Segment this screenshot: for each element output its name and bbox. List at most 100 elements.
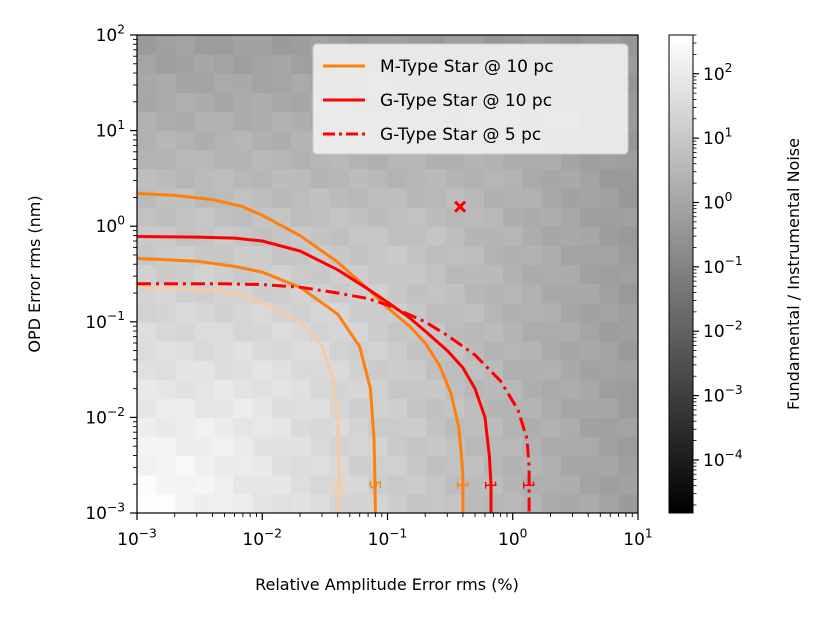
heatmap-cell [406,340,427,361]
heatmap-cell [291,168,312,189]
heatmap-cell [329,149,350,170]
heatmap-cell [368,379,389,399]
heatmap-cell [156,111,177,132]
heatmap-cell [194,474,215,495]
heatmap-cell [214,455,234,476]
heatmap-cell [233,321,254,342]
heatmap-cell [406,379,427,399]
heatmap-cell [156,92,177,113]
heatmap-cell [522,226,543,246]
heatmap-cell [503,455,523,476]
heatmap-cell [445,302,466,323]
heatmap-cell [599,168,620,189]
colorbar-tick-label: 102 [703,61,732,85]
heatmap-cell [599,379,620,399]
heatmap-cell [175,493,196,513]
heatmap-cell [483,245,504,266]
colorbar-tick-label: 10−2 [703,319,743,343]
contour-label-4: 1 [481,480,500,490]
heatmap-cell [310,187,331,208]
heatmap-cell [522,283,543,304]
heatmap-cell [580,187,601,208]
heatmap-cell [156,245,177,266]
heatmap-cell [348,436,369,457]
heatmap-cell [503,187,523,208]
heatmap-cell [252,149,273,170]
heatmap-cell [618,321,638,342]
heatmap-cell [522,455,543,476]
heatmap-cell [271,283,292,304]
heatmap-cell [156,187,177,208]
heatmap-cell [541,474,562,495]
heatmap-cell [599,207,620,227]
heatmap-cell [483,417,504,438]
contour-label-2: 5 [365,480,384,490]
heatmap-cell [310,379,331,399]
heatmap-cell [445,226,466,246]
heatmap-cell [175,54,196,74]
colorbar-tick-label: 10−3 [703,383,743,407]
heatmap-cell [137,149,157,170]
heatmap-cell [541,226,562,246]
heatmap-cell [194,92,215,113]
heatmap-cell [233,207,254,227]
heatmap-cell [560,321,581,342]
heatmap-cell [464,264,485,285]
heatmap-cell [252,474,273,495]
heatmap-cell [541,168,562,189]
heatmap-cell [252,168,273,189]
heatmap-cell [156,417,177,438]
heatmap-cell [137,264,157,285]
legend-label: G-Type Star @ 5 pc [380,125,541,145]
heatmap-cell [291,340,312,361]
heatmap-cell [291,92,312,113]
heatmap-cell [175,417,196,438]
heatmap-cell [464,226,485,246]
legend-label: M-Type Star @ 10 pc [380,57,554,77]
contour-label-5: 1 [519,480,538,490]
heatmap-cell [175,149,196,170]
heatmap-cell [387,168,408,189]
heatmap-cell [194,302,215,323]
heatmap-cell [137,73,157,93]
heatmap-cell [291,111,312,132]
heatmap-cell [368,168,389,189]
heatmap-cell [252,493,273,513]
heatmap-cell [252,54,273,74]
heatmap-cell [175,360,196,380]
heatmap-cell [522,321,543,342]
contour-1 [137,285,341,513]
heatmap-cell [560,398,581,418]
heatmap-cell [560,340,581,361]
heatmap-cell [271,226,292,246]
legend: M-Type Star @ 10 pc G-Type Star @ 10 pc G-… [312,43,629,155]
heatmap-cell [464,168,485,189]
y-tick-label: 10−2 [85,405,125,429]
heatmap-cell [214,207,234,227]
heatmap-cell [310,436,331,457]
heatmap-cell [233,245,254,266]
heatmap-cell [137,245,157,266]
heatmap-cell [291,149,312,170]
heatmap-cell [329,168,350,189]
heatmap-cell [599,226,620,246]
heatmap-cell [214,54,234,74]
heatmap-cell [233,398,254,418]
heatmap-cell [580,455,601,476]
heatmap-cell [233,187,254,208]
heatmap-cell [233,417,254,438]
heatmap-cell [137,321,157,342]
heatmap-cell [233,226,254,246]
heatmap-cell [156,54,177,74]
heatmap-cell [175,436,196,457]
heatmap-cell [368,493,389,513]
heatmap-cell [580,264,601,285]
heatmap-cell [560,187,581,208]
heatmap-cell [194,264,215,285]
heatmap-cell [175,130,196,151]
y-tick-label: 101 [96,118,125,142]
heatmap-cell [137,35,157,55]
heatmap-cell [137,379,157,399]
heatmap-cell [406,302,427,323]
heatmap-cell [291,73,312,93]
